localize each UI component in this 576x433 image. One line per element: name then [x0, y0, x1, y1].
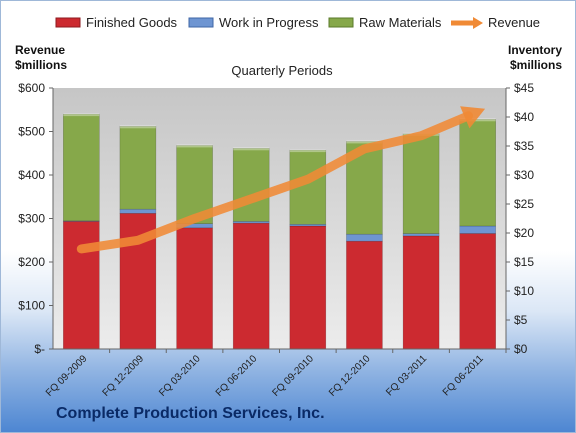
legend-item-revenue: Revenue	[451, 15, 540, 30]
left-tick-label: $500	[18, 125, 45, 139]
right-axis-label-line2: $millions	[510, 58, 562, 72]
bar-work-in-progress-fq-12-2010	[346, 233, 383, 242]
x-tick-label: FQ 03-2010	[157, 353, 203, 399]
right-tick-label: $20	[514, 226, 534, 240]
right-tick-label: $10	[514, 284, 534, 298]
bar-top-highlight-fq-09-2009	[63, 113, 100, 117]
bar-finished-goods-fq-09-2010	[289, 225, 327, 350]
revenue-line-layer	[76, 106, 486, 254]
right-axis-label-line1: Inventory	[508, 43, 562, 57]
bar-raw-materials-fq-06-2010	[232, 148, 270, 222]
legend-swatch-finished-goods	[55, 17, 81, 28]
legend-label-work-in-progress: Work in Progress	[219, 15, 319, 30]
company-name: Complete Production Services, Inc.	[56, 405, 325, 422]
bars-layer	[62, 113, 497, 350]
x-tick-label: FQ 06-2011	[441, 353, 486, 398]
bar-work-in-progress-fq-03-2011	[402, 233, 440, 237]
left-tick-label: $200	[18, 255, 45, 269]
bar-raw-materials-fq-12-2009	[119, 126, 157, 210]
bar-finished-goods-fq-09-2009	[62, 221, 100, 350]
bar-work-in-progress-fq-06-2011	[459, 225, 497, 234]
legend-label-finished-goods: Finished Goods	[86, 15, 178, 30]
bar-work-in-progress-fq-09-2009	[62, 220, 100, 222]
legend-label-revenue: Revenue	[488, 15, 540, 30]
bar-raw-materials-fq-03-2011	[402, 133, 440, 234]
bar-finished-goods-fq-12-2010	[346, 240, 383, 350]
bar-finished-goods-fq-03-2011	[402, 235, 440, 350]
legend-item-finished-goods: Finished Goods	[55, 15, 178, 30]
x-tick-label: FQ 09-2010	[270, 353, 316, 399]
legend: Finished Goods Work in Progress Raw Mate…	[55, 15, 540, 30]
bar-raw-materials-fq-09-2009	[62, 113, 100, 222]
legend-item-raw-materials: Raw Materials	[328, 15, 442, 30]
right-tick-label: $5	[514, 313, 528, 327]
legend-swatch-raw-materials	[328, 17, 354, 28]
left-axis-label-line1: Revenue	[15, 43, 65, 57]
left-tick-label: $600	[18, 81, 45, 95]
x-tick-label: FQ 12-2009	[101, 353, 147, 399]
right-tick-label: $35	[514, 139, 534, 153]
bar-top-highlight-fq-06-2011	[459, 118, 496, 122]
bar-work-in-progress-fq-12-2009	[119, 208, 157, 214]
revenue-arrowhead	[460, 106, 486, 129]
left-tick-label: $100	[18, 299, 45, 313]
right-tick-label: $15	[514, 255, 534, 269]
bar-finished-goods-fq-03-2010	[176, 227, 213, 350]
legend-arrowhead-revenue	[473, 17, 483, 29]
bar-top-highlight-fq-06-2010	[233, 147, 270, 151]
right-tick-label: $0	[514, 342, 528, 356]
x-tick-label: FQ 06-2010	[214, 353, 260, 399]
legend-item-work-in-progress: Work in Progress	[188, 15, 319, 30]
legend-label-raw-materials: Raw Materials	[359, 15, 442, 30]
bar-finished-goods-fq-06-2010	[232, 222, 270, 350]
revenue-line	[76, 111, 473, 254]
right-tick-label: $30	[514, 168, 534, 182]
x-tick-label: FQ 03-2011	[384, 353, 429, 398]
left-tick-label: $-	[34, 342, 45, 356]
bar-top-highlight-fq-12-2009	[119, 125, 156, 129]
x-tick-label: FQ 09-2009	[44, 353, 90, 399]
legend-swatch-work-in-progress	[188, 17, 214, 28]
bar-top-highlight-fq-03-2010	[176, 144, 213, 148]
bar-finished-goods-fq-06-2011	[459, 233, 497, 350]
left-tick-label: $400	[18, 168, 45, 182]
left-axis-label-line2: $millions	[15, 58, 67, 72]
right-tick-label: $25	[514, 197, 534, 211]
left-tick-label: $300	[18, 212, 45, 226]
right-tick-label: $40	[514, 110, 534, 124]
bar-raw-materials-fq-06-2011	[459, 119, 497, 227]
x-tick-label: FQ 12-2010	[327, 353, 373, 399]
bar-top-highlight-fq-12-2010	[346, 140, 383, 144]
chart-subtitle: Quarterly Periods	[231, 63, 333, 78]
bar-top-highlight-fq-09-2010	[289, 149, 326, 153]
right-tick-label: $45	[514, 81, 534, 95]
